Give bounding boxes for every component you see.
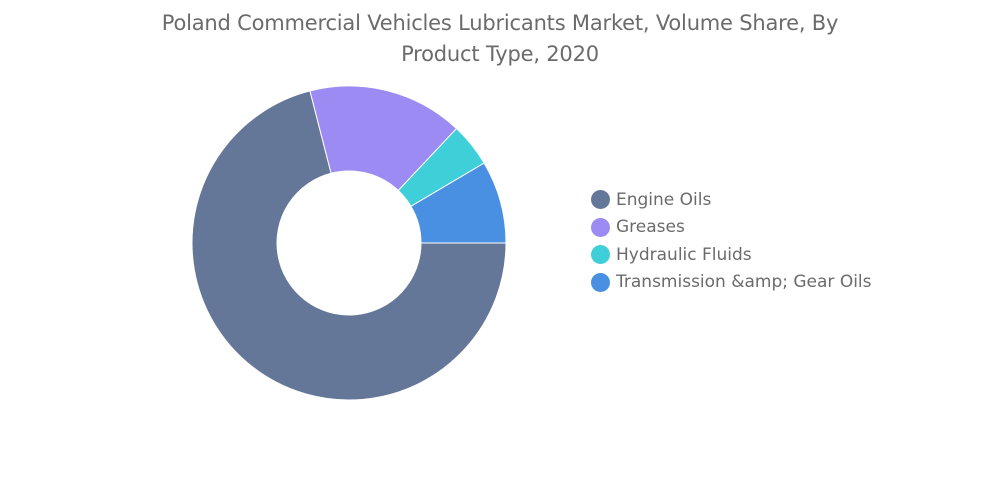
- legend-item-hydraulic-fluids: Hydraulic Fluids: [591, 241, 872, 269]
- slice-greases: [309, 85, 458, 192]
- legend-label: Hydraulic Fluids: [616, 244, 752, 265]
- slice-transmission-gear-oils: [410, 162, 507, 244]
- chart-legend: Engine Oils Greases Hydraulic Fluids Tra…: [591, 186, 872, 296]
- legend-swatch: [591, 245, 610, 265]
- legend-label: Transmission &amp; Gear Oils: [616, 272, 872, 293]
- chart-title: Poland Commercial Vehicles Lubricants Ma…: [161, 11, 839, 66]
- legend-swatch: [591, 190, 610, 210]
- legend-label: Engine Oils: [616, 189, 712, 210]
- slice-engine-oils: [191, 90, 507, 401]
- legend-label: Greases: [616, 217, 685, 238]
- legend-swatch: [591, 272, 610, 292]
- legend-item-engine-oils: Engine Oils: [591, 186, 872, 214]
- legend-item-greases: Greases: [591, 214, 872, 242]
- legend-item-transmission-gear-oils: Transmission &amp; Gear Oils: [591, 269, 872, 297]
- legend-swatch: [591, 217, 610, 237]
